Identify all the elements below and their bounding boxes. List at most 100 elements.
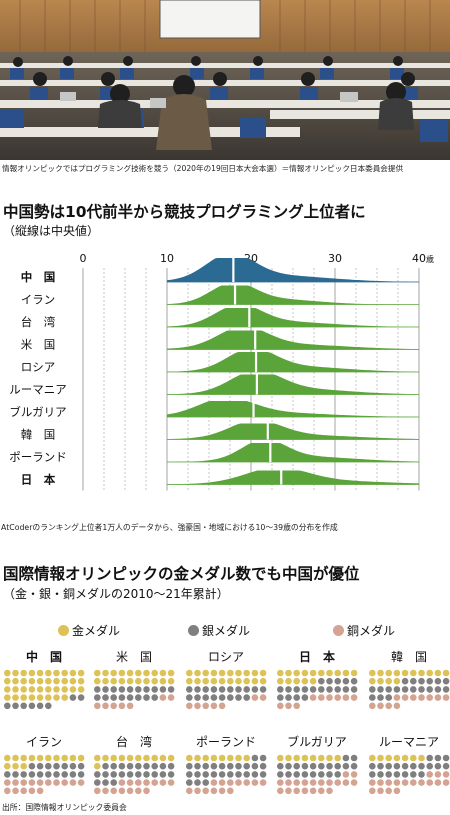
medal-dot [69,677,77,685]
medal-dot [135,787,142,795]
medal-dot [45,669,52,677]
medal-dot [4,702,11,710]
medal-dot [61,686,68,693]
medal-dot [102,787,109,795]
medal-dot [20,762,28,770]
medal-dot [4,677,11,685]
medal-dot [4,694,11,701]
medal-dot [326,694,333,701]
medal-dot [342,771,350,778]
medal-dot [410,779,417,786]
medal-country-label: 台 湾 [116,734,152,749]
ridge-row: ロシア [21,351,419,374]
medal-dot [28,702,36,710]
medal-country-label: 日 本 [299,649,335,664]
medal-dot [159,677,167,685]
medal-dot [28,754,36,762]
medal-dot [202,787,209,795]
medal-dot [259,686,267,693]
ridge-row: 米 国 [21,329,419,352]
medal-dot [442,779,450,786]
medal-dot [77,686,85,693]
medal-dot [20,702,28,710]
medal-dot [126,669,134,677]
medal-dot [194,771,201,778]
medal-dot [218,677,226,685]
medal-dot [4,779,11,786]
medal-dot [227,686,234,693]
medal-dot [243,754,250,762]
medal-dot [442,669,450,677]
ridge-row: イラン [21,284,419,307]
country-label: 韓 国 [21,428,56,442]
medal-dot [377,669,384,677]
medal-dot [210,702,218,710]
medal-dot [243,779,250,786]
medal-dot [434,779,442,786]
medal-dot [385,702,393,710]
medal-dot [20,669,28,677]
medal-dot [36,787,44,795]
medal-dot [318,686,325,693]
medal-dot [251,669,259,677]
medal-dot [285,694,292,701]
medal-dot [235,754,242,762]
medal-dot [77,771,85,778]
medal-dot [94,702,101,710]
medal-dot [110,694,117,701]
medal-dot [243,762,250,770]
medal-dot [77,754,85,762]
medal-dot [28,669,36,677]
medal-dot [36,754,44,762]
medal-dot [186,754,193,762]
medal-dot [385,787,393,795]
medal-dot [126,754,134,762]
medal-dot [102,754,109,762]
medal-dot [309,669,317,677]
medal-dot [94,771,101,778]
medal-dot [45,762,52,770]
medal-dot [418,677,425,685]
medal-dot [326,754,333,762]
medal-dot [186,677,193,685]
medal-dot [426,686,434,693]
medal-dot [159,762,167,770]
medal-dot [285,779,292,786]
medal-dot [135,669,142,677]
medal-dot [326,677,333,685]
medal-dot [118,694,126,701]
medal-dot [61,669,68,677]
chart1-note: AtCoderのランキング上位者1万人のデータから、強豪国・地域における10〜3… [1,523,338,532]
medal-dot [20,694,28,701]
medal-dot [126,771,134,778]
medal-dot [377,754,384,762]
medal-dot [167,686,175,693]
medal-dot [369,779,376,786]
country-label: ポーランド [9,450,67,464]
medal-dot [418,762,425,770]
medal-dot [61,694,68,701]
medal-dot [442,762,450,770]
medal-dot [285,702,292,710]
medal-dot [12,754,19,762]
medal-dot [369,669,376,677]
medal-dot [227,771,234,778]
medal-dot [36,779,44,786]
medal-dot [202,669,209,677]
medal-dot [326,779,333,786]
medal-dot [385,754,393,762]
medal-dot [251,779,259,786]
medal-dot [61,754,68,762]
medal-dot [126,686,134,693]
medal-dot [135,694,142,701]
legend-bronze-label: 銅メダル [347,624,396,638]
medal-dot [210,677,218,685]
medal-dot [277,694,284,701]
medal-dot [277,787,284,795]
medal-dot [28,677,36,685]
medal-dot [102,762,109,770]
legend-silver-label: 銀メダル [202,624,251,638]
medal-dot [285,669,292,677]
medal-dot [28,762,36,770]
